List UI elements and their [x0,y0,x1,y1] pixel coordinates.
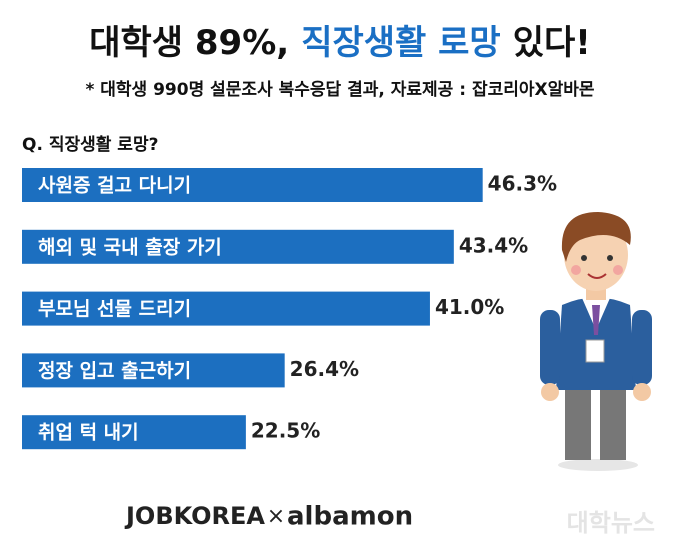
bar [22,353,285,388]
value-label: 22.5% [251,419,320,443]
bar [22,168,483,202]
title-part: 대학생 89%, [89,23,289,63]
title-part: 있다! [513,23,591,63]
title-part: 직장생활 로망 [301,23,501,63]
value-label: 26.4% [290,357,359,381]
footer-logo-left: JOBKOREA [124,502,265,530]
character-illustration [540,212,652,471]
subtitle: * 대학생 990명 설문조사 복수응답 결과, 자료제공 : 잡코리아X알바몬 [85,80,594,100]
chart-title: 대학생 89%, 직장생활 로망 있다! [89,23,591,63]
category-label: 취업 턱 내기 [38,422,139,444]
category-label: 사원증 걸고 다니기 [38,175,191,197]
bar [22,229,454,264]
value-label: 41.0% [435,295,504,319]
bar [22,291,430,326]
watermark: 대학뉴스 [567,509,655,537]
category-label: 해외 및 국내 출장 가기 [38,236,222,258]
footer-separator: × [267,504,285,529]
category-label: 부모님 선물 드리기 [38,298,191,320]
footer-logo-right: albamon [287,502,413,532]
bar [22,415,246,450]
value-label: 46.3% [488,172,557,196]
question: Q. 직장생활 로망? [22,134,158,155]
value-label: 43.4% [459,233,528,257]
category-label: 정장 입고 출근하기 [38,360,191,382]
